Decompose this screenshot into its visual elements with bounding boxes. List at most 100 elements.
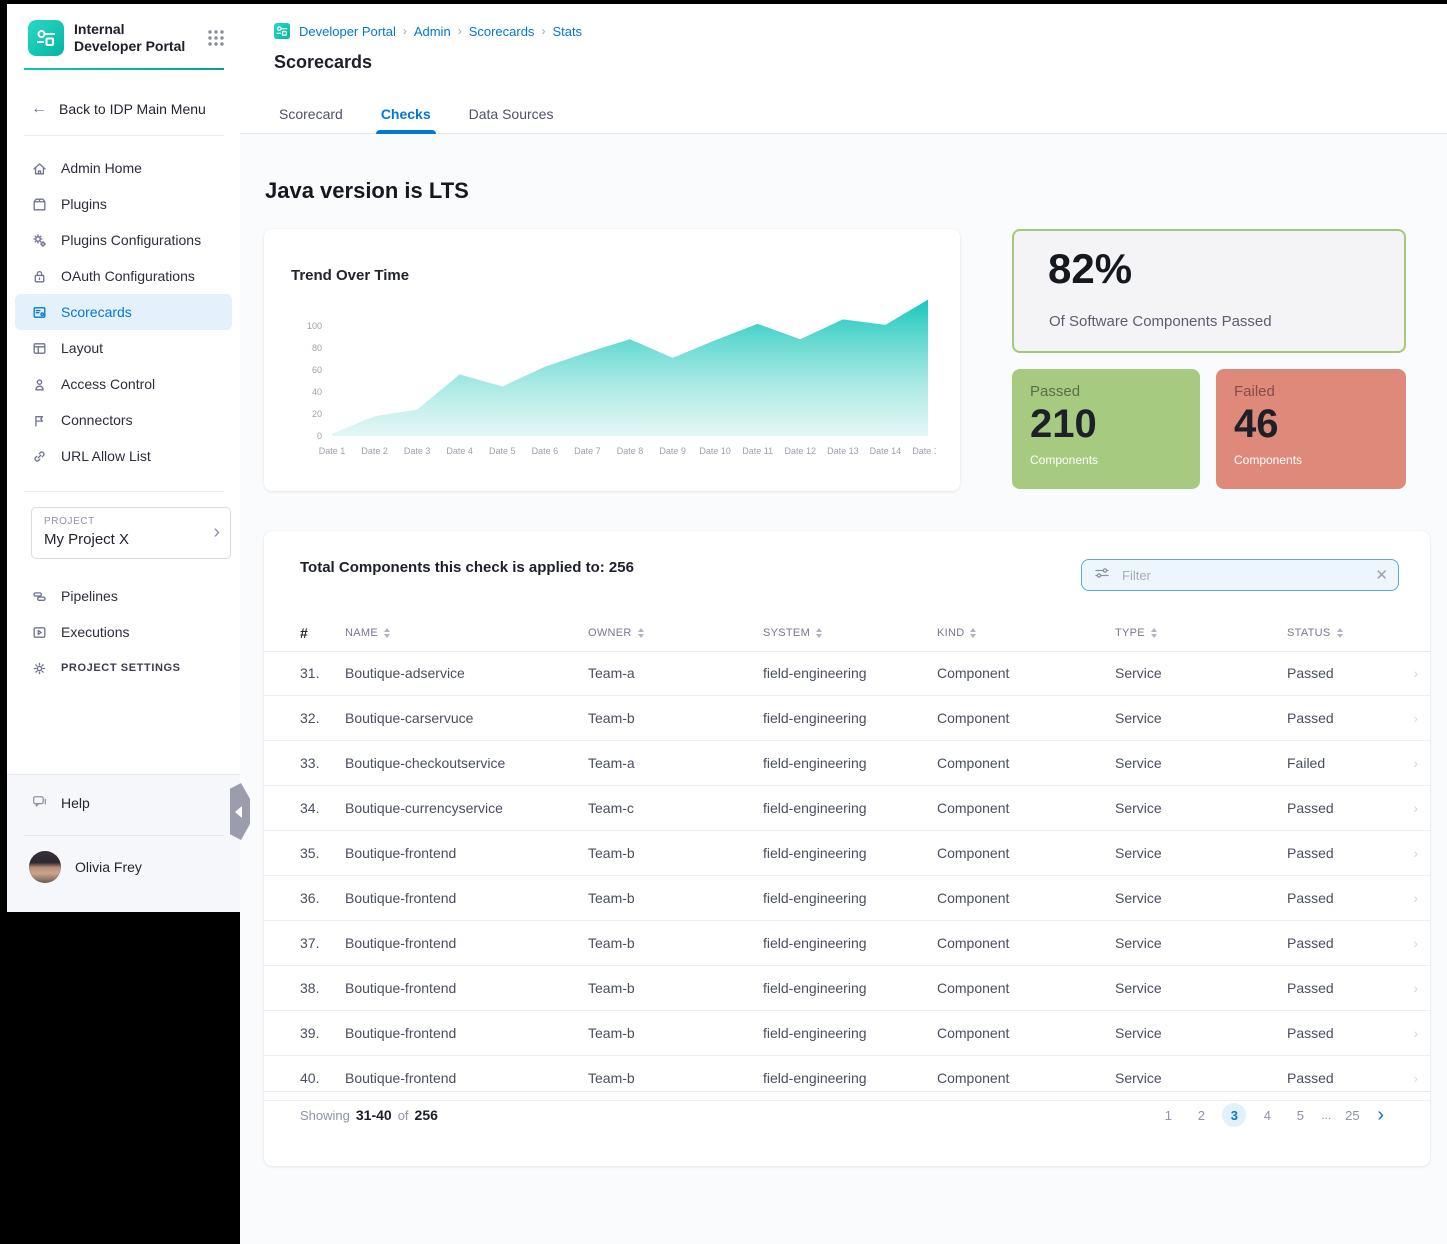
column-header-num[interactable]: #: [300, 625, 345, 641]
page-button-5[interactable]: 5: [1288, 1103, 1312, 1127]
project-label: PROJECT: [44, 516, 95, 527]
help-button[interactable]: Help: [31, 793, 90, 813]
page-button-3[interactable]: 3: [1222, 1103, 1246, 1127]
cell-num: 33.: [300, 755, 345, 771]
sort-icon[interactable]: [384, 628, 390, 638]
cell-owner: Team-b: [588, 1070, 763, 1086]
row-chevron-icon: ›: [1413, 665, 1420, 681]
table-row[interactable]: 37.Boutique-frontendTeam-bfield-engineer…: [264, 921, 1430, 966]
column-header-system[interactable]: SYSTEM: [763, 627, 937, 639]
cell-system: field-engineering: [763, 890, 937, 906]
row-chevron-icon: ›: [1413, 800, 1420, 816]
table-row[interactable]: 33.Boutique-checkoutserviceTeam-afield-e…: [264, 741, 1430, 786]
breadcrumb-link[interactable]: Admin: [414, 24, 451, 39]
svg-text:Date 9: Date 9: [659, 446, 686, 456]
cell-system: field-engineering: [763, 710, 937, 726]
back-label: Back to IDP Main Menu: [59, 101, 206, 117]
row-chevron-icon: ›: [1413, 1070, 1420, 1086]
sidebar-item-access-control[interactable]: Access Control: [15, 366, 232, 402]
sidebar-item-label: Scorecards: [61, 304, 132, 320]
cell-name: Boutique-frontend: [345, 890, 588, 906]
breadcrumb-link[interactable]: Stats: [552, 24, 582, 39]
url-allow-icon: [31, 448, 48, 465]
sidebar-item-url-allow-list[interactable]: URL Allow List: [15, 438, 232, 474]
sort-icon[interactable]: [638, 628, 644, 638]
back-to-idp-main-menu[interactable]: ← Back to IDP Main Menu: [31, 96, 224, 122]
column-header-status[interactable]: STATUS: [1287, 627, 1399, 639]
chart-title: Trend Over Time: [291, 267, 409, 284]
percent-caption: Of Software Components Passed: [1049, 313, 1272, 330]
cell-name: Boutique-frontend: [345, 1070, 588, 1086]
sidebar-item-label: Pipelines: [61, 588, 118, 604]
sidebar-item-layout[interactable]: Layout: [15, 330, 232, 366]
cell-status: Passed: [1287, 935, 1399, 951]
page-button-1[interactable]: 1: [1156, 1103, 1180, 1127]
column-header-kind[interactable]: KIND: [937, 627, 1115, 639]
sidebar-menu: Admin Home Plugins Plugins Configurations O…: [15, 150, 232, 474]
sidebar-item-label: Admin Home: [61, 160, 142, 176]
cell-type: Service: [1115, 935, 1287, 951]
tab-checks[interactable]: Checks: [379, 102, 433, 133]
tab-data-sources[interactable]: Data Sources: [467, 102, 556, 133]
user-profile[interactable]: Olivia Frey: [29, 851, 142, 883]
sidebar-item-pipelines[interactable]: Pipelines: [15, 578, 232, 614]
home-icon: [31, 160, 48, 177]
app-logo-row: Internal Developer Portal: [28, 18, 226, 58]
column-header-owner[interactable]: OWNER: [588, 627, 763, 639]
tab-bar: Scorecard Checks Data Sources: [277, 102, 555, 133]
table-row[interactable]: 34.Boutique-currencyserviceTeam-cfield-e…: [264, 786, 1430, 831]
breadcrumb-separator-icon: ›: [403, 24, 407, 38]
of-label: of: [398, 1108, 409, 1123]
sidebar-bottom: Help Olivia Frey: [7, 774, 240, 912]
sidebar-item-scorecards[interactable]: Scorecards: [15, 294, 232, 330]
filter-input[interactable]: [1120, 567, 1365, 584]
breadcrumb-separator-icon: ›: [541, 24, 545, 38]
sidebar-item-project-settings[interactable]: PROJECT SETTINGS: [15, 650, 232, 686]
column-header-type[interactable]: TYPE: [1115, 627, 1287, 639]
table-row[interactable]: 36.Boutique-frontendTeam-bfield-engineer…: [264, 876, 1430, 921]
row-chevron-icon: ›: [1413, 890, 1420, 906]
sidebar-item-connectors[interactable]: Connectors: [15, 402, 232, 438]
svg-text:Date 1: Date 1: [319, 446, 346, 456]
page-button-25[interactable]: 25: [1340, 1103, 1364, 1127]
sidebar-item-label: Executions: [61, 624, 129, 640]
sidebar-item-label: Plugins Configurations: [61, 232, 201, 248]
sort-icon[interactable]: [1151, 628, 1157, 638]
clear-filter-icon[interactable]: ✕: [1375, 566, 1388, 584]
tab-scorecard[interactable]: Scorecard: [277, 102, 345, 133]
project-selector[interactable]: PROJECT My Project X ›: [31, 507, 231, 559]
sort-icon[interactable]: [1337, 628, 1343, 638]
pagination-row: Showing 31-40 of 256 12345...25›: [264, 1091, 1430, 1138]
sort-icon[interactable]: [970, 628, 976, 638]
table-body: 31.Boutique-adserviceTeam-afield-enginee…: [264, 651, 1430, 1101]
table-row[interactable]: 35.Boutique-frontendTeam-bfield-engineer…: [264, 831, 1430, 876]
sidebar-item-oauth-configurations[interactable]: OAuth Configurations: [15, 258, 232, 294]
svg-text:Date 6: Date 6: [532, 446, 559, 456]
cell-num: 36.: [300, 890, 345, 906]
column-header-name[interactable]: NAME: [345, 627, 588, 639]
page-button-2[interactable]: 2: [1189, 1103, 1213, 1127]
cell-system: field-engineering: [763, 1070, 937, 1086]
svg-text:60: 60: [312, 365, 322, 375]
row-chevron-icon: ›: [1413, 755, 1420, 771]
oauth-lock-icon: [31, 268, 48, 285]
sidebar-item-plugins[interactable]: Plugins: [15, 186, 232, 222]
sidebar-item-admin-home[interactable]: Admin Home: [15, 150, 232, 186]
page-button-4[interactable]: 4: [1255, 1103, 1279, 1127]
sort-icon[interactable]: [816, 628, 822, 638]
sidebar-item-executions[interactable]: Executions: [15, 614, 232, 650]
table-row[interactable]: 39.Boutique-frontendTeam-bfield-engineer…: [264, 1011, 1430, 1056]
app-switcher-grid-icon[interactable]: [206, 28, 226, 48]
sidebar-item-plugins-configurations[interactable]: Plugins Configurations: [15, 222, 232, 258]
table-row[interactable]: 31.Boutique-adserviceTeam-afield-enginee…: [264, 651, 1430, 696]
breadcrumb-link[interactable]: Developer Portal: [299, 24, 396, 39]
sidebar-item-label: OAuth Configurations: [61, 268, 195, 284]
cell-kind: Component: [937, 1025, 1115, 1041]
next-page-chevron-icon[interactable]: ›: [1377, 1104, 1384, 1127]
breadcrumb-link[interactable]: Scorecards: [469, 24, 535, 39]
failed-card: Failed 46 Components: [1216, 369, 1406, 489]
cell-name: Boutique-frontend: [345, 845, 588, 861]
cell-status: Passed: [1287, 1025, 1399, 1041]
table-row[interactable]: 32.Boutique-carservuceTeam-bfield-engine…: [264, 696, 1430, 741]
table-row[interactable]: 38.Boutique-frontendTeam-bfield-engineer…: [264, 966, 1430, 1011]
